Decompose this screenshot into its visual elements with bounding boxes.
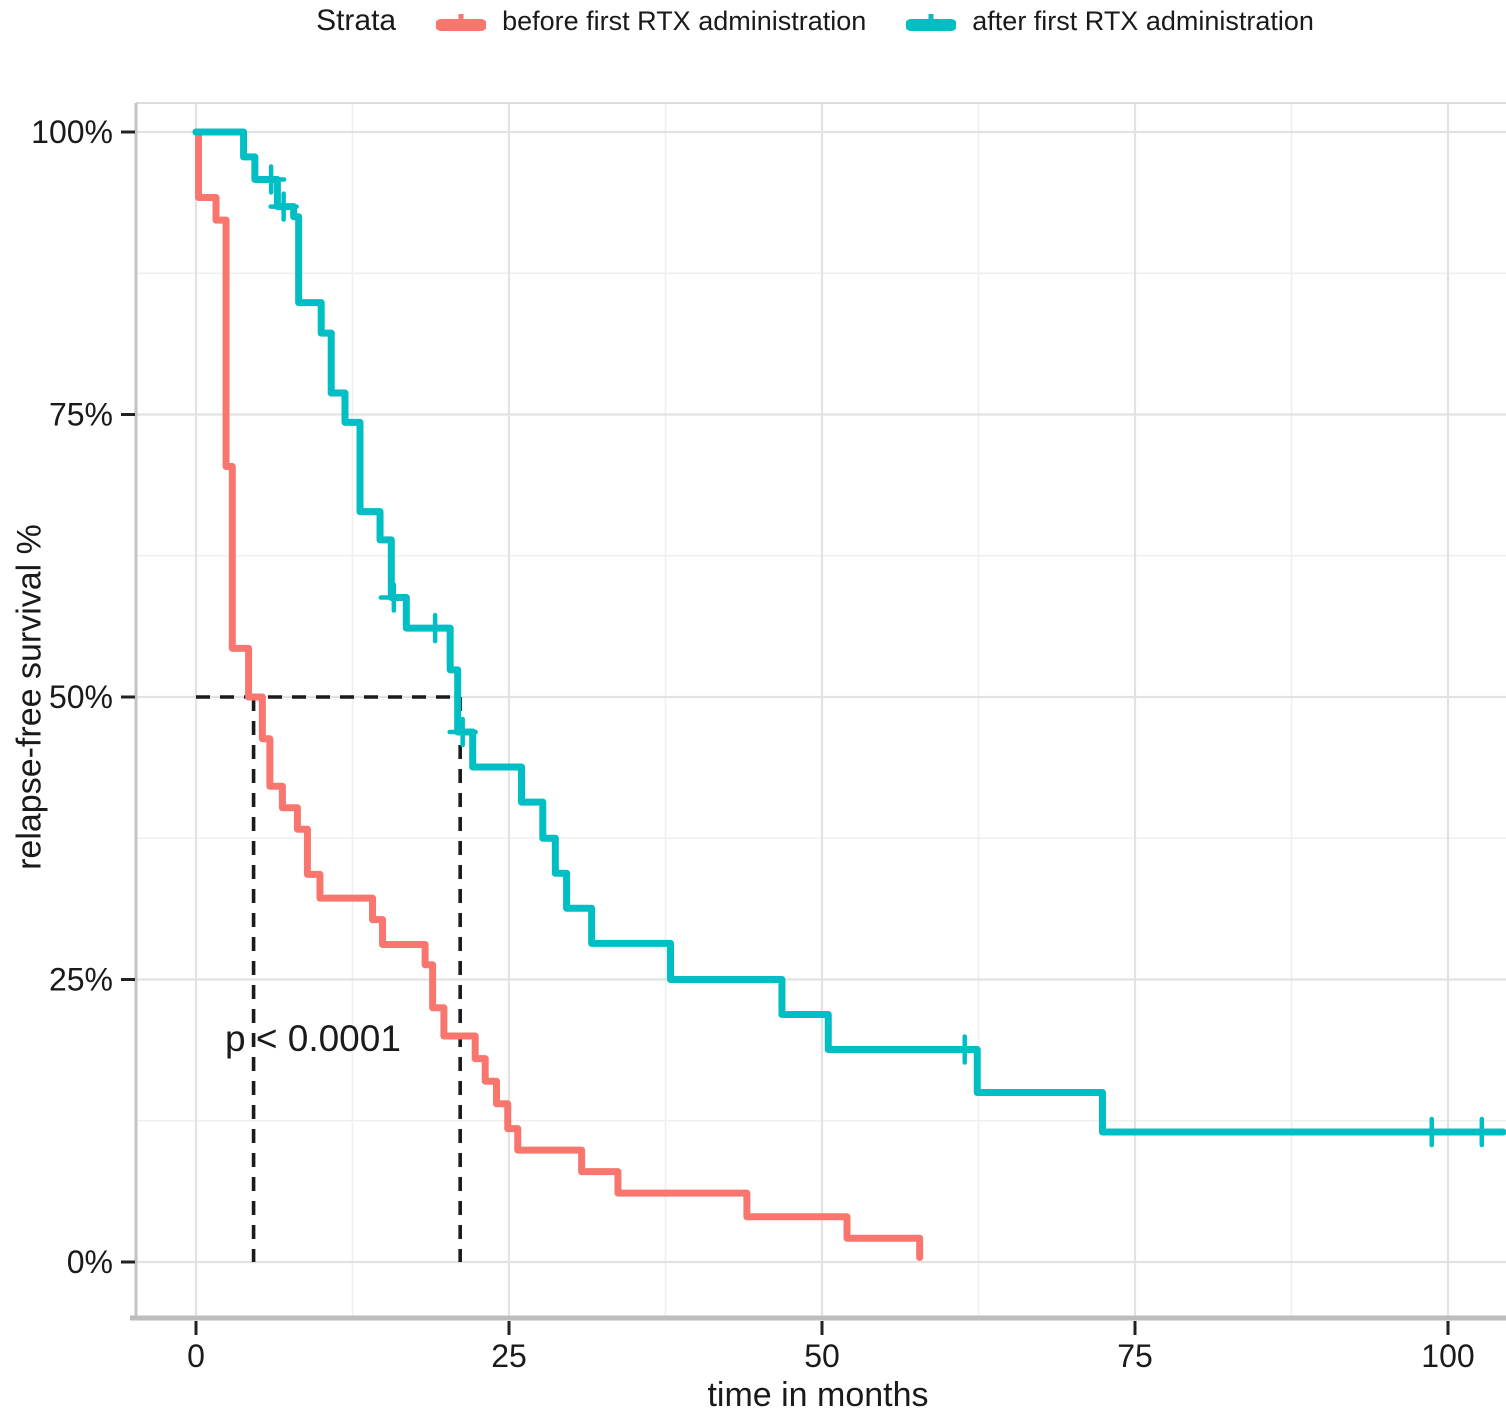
km-line-censor-icon — [435, 6, 488, 36]
legend-item-after-rtx: after first RTX administration — [905, 5, 1314, 37]
y-tick-label: 0% — [67, 1244, 113, 1280]
curves-group — [192, 128, 1506, 1261]
x-tick-label: 25 — [491, 1338, 527, 1374]
y-tick-label: 75% — [49, 397, 113, 433]
y-axis-title: relapse-free survival % — [10, 524, 49, 870]
x-tick-label: 0 — [187, 1338, 205, 1374]
x-tick-label: 100 — [1421, 1338, 1474, 1374]
legend-title: Strata — [316, 4, 397, 37]
legend-label-before-rtx: before first RTX administration — [502, 5, 867, 36]
x-axis-title: time in months — [707, 1376, 929, 1414]
y-tick-label: 50% — [49, 679, 113, 715]
km-curve-after-rtx — [192, 128, 1506, 1136]
x-tick-label: 50 — [804, 1338, 840, 1374]
legend-label-after-rtx: after first RTX administration — [972, 5, 1314, 36]
y-tick-label: 25% — [49, 962, 113, 998]
km-line-censor-icon — [905, 6, 958, 36]
legend: Strata before first RTX administration a… — [62, 4, 1506, 38]
x-tick-label: 75 — [1117, 1338, 1153, 1374]
y-tick-label: 100% — [31, 114, 113, 150]
legend-item-before-rtx: before first RTX administration — [435, 5, 867, 37]
km-curve-before-rtx — [192, 128, 924, 1261]
p-value-annotation: p < 0.0001 — [225, 1018, 401, 1059]
